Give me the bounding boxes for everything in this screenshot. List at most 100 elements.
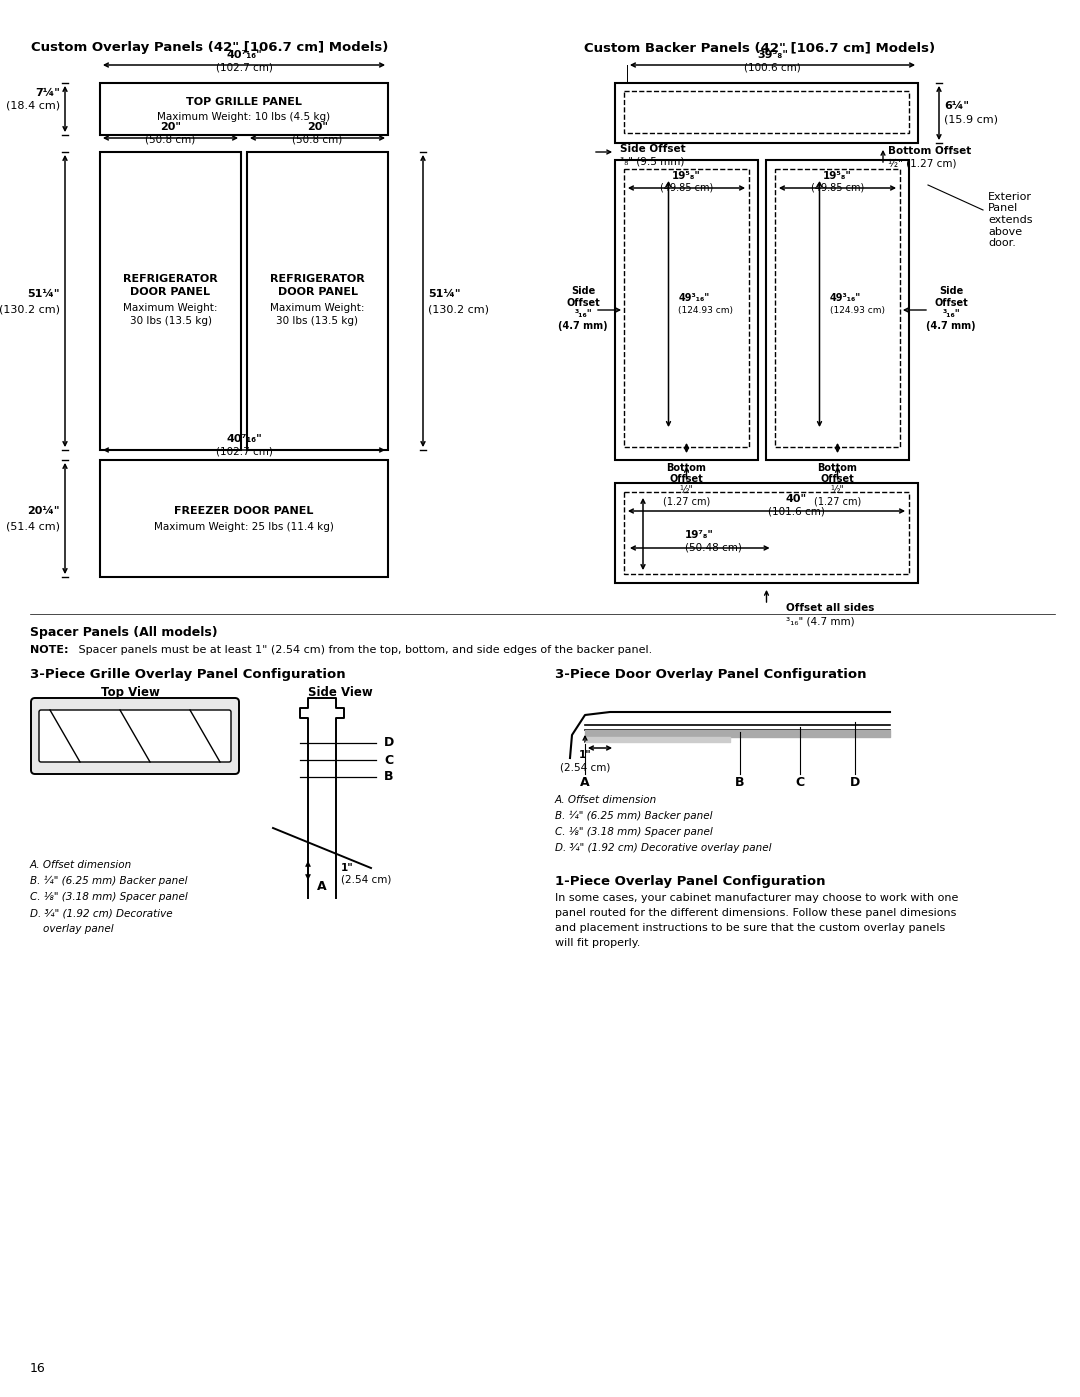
Text: 20": 20" bbox=[160, 122, 181, 131]
Text: Spacer Panels (All models): Spacer Panels (All models) bbox=[30, 626, 218, 638]
Bar bbox=[100, 82, 388, 136]
Text: will fit properly.: will fit properly. bbox=[555, 937, 640, 949]
Text: 51¼": 51¼" bbox=[27, 289, 60, 299]
Text: FREEZER DOOR PANEL: FREEZER DOOR PANEL bbox=[174, 507, 313, 517]
Text: and placement instructions to be sure that the custom overlay panels: and placement instructions to be sure th… bbox=[555, 923, 945, 933]
Text: Maximum Weight:: Maximum Weight: bbox=[270, 303, 365, 313]
Text: (130.2 cm): (130.2 cm) bbox=[0, 305, 60, 314]
Text: REFRIGERATOR: REFRIGERATOR bbox=[123, 274, 218, 284]
Text: 30 lbs (13.5 kg): 30 lbs (13.5 kg) bbox=[276, 316, 359, 326]
Text: (18.4 cm): (18.4 cm) bbox=[5, 101, 60, 110]
Text: Maximum Weight: 25 lbs (11.4 kg): Maximum Weight: 25 lbs (11.4 kg) bbox=[154, 521, 334, 531]
Text: panel routed for the different dimensions. Follow these panel dimesions: panel routed for the different dimension… bbox=[555, 908, 957, 918]
Text: 49³₁₆": 49³₁₆" bbox=[829, 293, 861, 303]
Text: Custom Overlay Panels (42" [106.7 cm] Models): Custom Overlay Panels (42" [106.7 cm] Mo… bbox=[31, 42, 389, 54]
Bar bbox=[100, 460, 388, 577]
Text: Custom Backer Panels (42" [106.7 cm] Models): Custom Backer Panels (42" [106.7 cm] Mod… bbox=[584, 42, 935, 54]
Text: D: D bbox=[384, 736, 394, 750]
Text: 49³₁₆": 49³₁₆" bbox=[678, 293, 710, 303]
Text: (100.6 cm): (100.6 cm) bbox=[744, 63, 801, 73]
Text: 6¼": 6¼" bbox=[944, 101, 969, 110]
Text: Maximum Weight: 10 lbs (4.5 kg): Maximum Weight: 10 lbs (4.5 kg) bbox=[158, 112, 330, 122]
Text: Offset all sides: Offset all sides bbox=[786, 604, 875, 613]
Text: C. ⅛" (3.18 mm) Spacer panel: C. ⅛" (3.18 mm) Spacer panel bbox=[30, 893, 188, 902]
Text: Bottom Offset: Bottom Offset bbox=[888, 147, 971, 156]
Text: (124.93 cm): (124.93 cm) bbox=[678, 306, 733, 314]
Text: Top View: Top View bbox=[100, 686, 160, 698]
Bar bbox=[615, 161, 758, 460]
Text: ½": ½" bbox=[679, 485, 693, 495]
Bar bbox=[624, 91, 909, 133]
Text: (102.7 cm): (102.7 cm) bbox=[216, 63, 272, 73]
Text: 16: 16 bbox=[30, 1362, 45, 1375]
Text: (51.4 cm): (51.4 cm) bbox=[6, 521, 60, 531]
Bar bbox=[615, 483, 918, 583]
Text: B. ¼" (6.25 mm) Backer panel: B. ¼" (6.25 mm) Backer panel bbox=[555, 812, 713, 821]
Text: C: C bbox=[796, 775, 805, 788]
Text: 20¼": 20¼" bbox=[27, 507, 60, 517]
Text: DOOR PANEL: DOOR PANEL bbox=[278, 286, 357, 298]
Text: Offset: Offset bbox=[670, 474, 703, 483]
Text: 19⁷₈": 19⁷₈" bbox=[685, 529, 714, 541]
Text: D: D bbox=[850, 775, 860, 788]
Text: C: C bbox=[384, 753, 393, 767]
Text: 7¼": 7¼" bbox=[36, 88, 60, 98]
Text: (130.2 cm): (130.2 cm) bbox=[428, 305, 489, 314]
Bar bbox=[247, 152, 388, 450]
Text: REFRIGERATOR: REFRIGERATOR bbox=[270, 274, 365, 284]
Bar bbox=[100, 152, 241, 450]
Text: 51¼": 51¼" bbox=[428, 289, 460, 299]
Text: B: B bbox=[735, 775, 745, 788]
Text: B: B bbox=[384, 771, 393, 784]
Text: C. ⅛" (3.18 mm) Spacer panel: C. ⅛" (3.18 mm) Spacer panel bbox=[555, 827, 713, 837]
Text: ³₁₆" (4.7 mm): ³₁₆" (4.7 mm) bbox=[786, 616, 855, 626]
Text: (124.93 cm): (124.93 cm) bbox=[829, 306, 885, 314]
Text: (2.54 cm): (2.54 cm) bbox=[341, 875, 391, 886]
Text: (15.9 cm): (15.9 cm) bbox=[944, 115, 998, 124]
Text: A. Offset dimension: A. Offset dimension bbox=[30, 861, 132, 870]
Text: Side
Offset
³₁₆"
(4.7 mm): Side Offset ³₁₆" (4.7 mm) bbox=[558, 286, 608, 331]
Text: (50.8 cm): (50.8 cm) bbox=[293, 134, 342, 144]
Text: 3-Piece Door Overlay Panel Configuration: 3-Piece Door Overlay Panel Configuration bbox=[555, 668, 866, 680]
Text: Bottom: Bottom bbox=[666, 462, 706, 474]
Text: (1.27 cm): (1.27 cm) bbox=[663, 496, 711, 506]
Text: D. ¾" (1.92 cm) Decorative: D. ¾" (1.92 cm) Decorative bbox=[30, 908, 173, 918]
Text: (2.54 cm): (2.54 cm) bbox=[559, 761, 610, 773]
Text: B. ¼" (6.25 mm) Backer panel: B. ¼" (6.25 mm) Backer panel bbox=[30, 876, 188, 886]
Text: 20": 20" bbox=[307, 122, 328, 131]
Text: 40⁷₁₆": 40⁷₁₆" bbox=[226, 50, 261, 60]
Text: In some cases, your cabinet manufacturer may choose to work with one: In some cases, your cabinet manufacturer… bbox=[555, 893, 958, 902]
Bar bbox=[615, 82, 918, 142]
FancyBboxPatch shape bbox=[31, 698, 239, 774]
Text: A. Offset dimension: A. Offset dimension bbox=[555, 795, 658, 805]
Text: 1": 1" bbox=[579, 750, 592, 760]
Text: Bottom: Bottom bbox=[818, 462, 858, 474]
Text: overlay panel: overlay panel bbox=[30, 923, 113, 935]
Text: (102.7 cm): (102.7 cm) bbox=[216, 446, 272, 455]
Text: (49.85 cm): (49.85 cm) bbox=[660, 183, 713, 193]
Bar bbox=[775, 169, 900, 447]
Text: Exterior
Panel
extends
above
door.: Exterior Panel extends above door. bbox=[988, 191, 1032, 249]
Text: 40": 40" bbox=[786, 495, 807, 504]
Text: (50.8 cm): (50.8 cm) bbox=[146, 134, 195, 144]
Text: 40⁷₁₆": 40⁷₁₆" bbox=[226, 434, 261, 444]
Text: TOP GRILLE PANEL: TOP GRILLE PANEL bbox=[186, 96, 302, 108]
Bar bbox=[766, 161, 909, 460]
Text: 30 lbs (13.5 kg): 30 lbs (13.5 kg) bbox=[130, 316, 212, 326]
Text: ³₈" (9.5 mm): ³₈" (9.5 mm) bbox=[620, 156, 685, 166]
Text: 3-Piece Grille Overlay Panel Configuration: 3-Piece Grille Overlay Panel Configurati… bbox=[30, 668, 346, 680]
Text: Offset: Offset bbox=[821, 474, 854, 483]
Text: A: A bbox=[580, 775, 590, 788]
Text: Spacer panels must be at least 1" (2.54 cm) from the top, bottom, and side edges: Spacer panels must be at least 1" (2.54 … bbox=[75, 645, 652, 655]
Text: 19⁵₈": 19⁵₈" bbox=[823, 170, 852, 182]
Text: ½": ½" bbox=[831, 485, 845, 495]
Text: D. ¾" (1.92 cm) Decorative overlay panel: D. ¾" (1.92 cm) Decorative overlay panel bbox=[555, 842, 771, 854]
Text: Side View: Side View bbox=[308, 686, 373, 698]
Text: A: A bbox=[318, 880, 327, 893]
Text: 1-Piece Overlay Panel Configuration: 1-Piece Overlay Panel Configuration bbox=[555, 875, 825, 888]
Text: Side
Offset
³₁₆"
(4.7 mm): Side Offset ³₁₆" (4.7 mm) bbox=[927, 286, 976, 331]
Text: (1.27 cm): (1.27 cm) bbox=[814, 496, 861, 506]
FancyBboxPatch shape bbox=[39, 710, 231, 761]
Text: (50.48 cm): (50.48 cm) bbox=[685, 543, 742, 553]
Polygon shape bbox=[300, 698, 345, 898]
